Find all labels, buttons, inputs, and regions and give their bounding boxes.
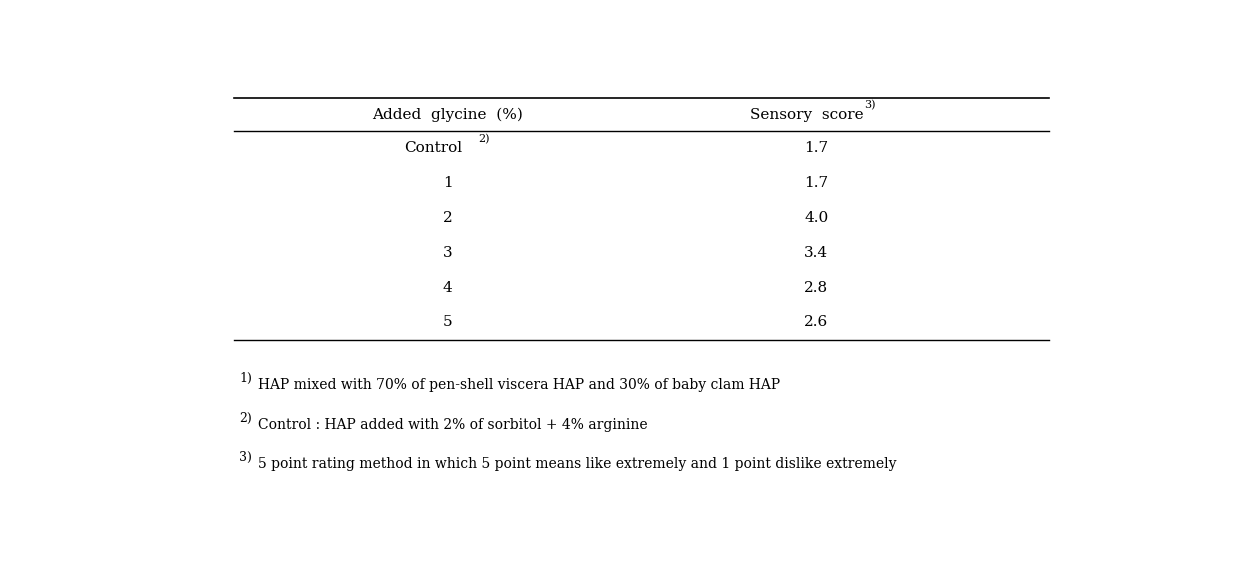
Text: 3: 3: [443, 246, 452, 260]
Text: Control : HAP added with 2% of sorbitol + 4% arginine: Control : HAP added with 2% of sorbitol …: [258, 418, 649, 432]
Text: 3): 3): [239, 451, 252, 464]
Text: 4: 4: [443, 280, 452, 294]
Text: 2): 2): [239, 411, 252, 424]
Text: 2): 2): [478, 133, 491, 144]
Text: Sensory  score: Sensory score: [750, 107, 864, 121]
Text: 5 point rating method in which 5 point means like extremely and 1 point dislike : 5 point rating method in which 5 point m…: [258, 457, 896, 471]
Text: 2.8: 2.8: [804, 280, 829, 294]
Text: 4.0: 4.0: [804, 211, 829, 225]
Text: Added  glycine  (%): Added glycine (%): [372, 107, 523, 122]
Text: HAP mixed with 70% of pen-shell viscera HAP and 30% of baby clam HAP: HAP mixed with 70% of pen-shell viscera …: [258, 379, 780, 392]
Text: 1.7: 1.7: [804, 141, 829, 155]
Text: 1.7: 1.7: [804, 176, 829, 190]
Text: 1): 1): [239, 372, 252, 385]
Text: 2.6: 2.6: [804, 315, 829, 329]
Text: 3.4: 3.4: [804, 246, 829, 260]
Text: 5: 5: [443, 315, 452, 329]
Text: 2: 2: [443, 211, 452, 225]
Text: Control: Control: [404, 141, 462, 155]
Text: 1: 1: [443, 176, 452, 190]
Text: 3): 3): [864, 100, 875, 110]
